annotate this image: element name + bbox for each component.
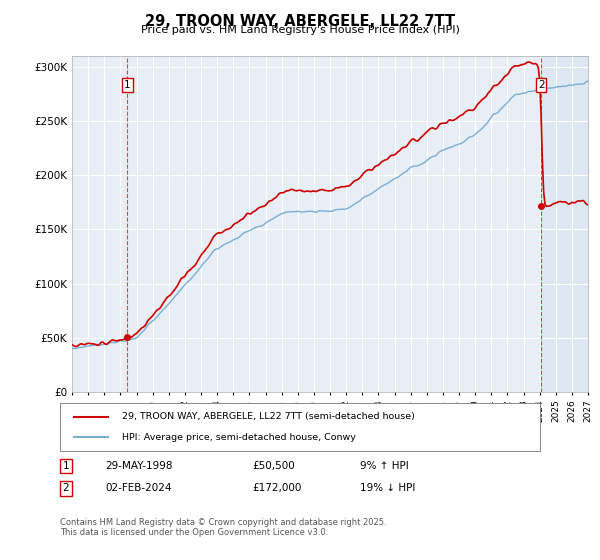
Text: 2: 2 [538, 80, 544, 90]
Text: 29, TROON WAY, ABERGELE, LL22 7TT (semi-detached house): 29, TROON WAY, ABERGELE, LL22 7TT (semi-… [122, 412, 415, 421]
Text: 9% ↑ HPI: 9% ↑ HPI [360, 461, 409, 471]
Text: 29, TROON WAY, ABERGELE, LL22 7TT: 29, TROON WAY, ABERGELE, LL22 7TT [145, 14, 455, 29]
Text: 2: 2 [62, 483, 70, 493]
Text: 19% ↓ HPI: 19% ↓ HPI [360, 483, 415, 493]
Text: £172,000: £172,000 [252, 483, 301, 493]
Text: HPI: Average price, semi-detached house, Conwy: HPI: Average price, semi-detached house,… [122, 433, 356, 442]
Text: 1: 1 [124, 80, 130, 90]
Text: £50,500: £50,500 [252, 461, 295, 471]
Text: 1: 1 [62, 461, 70, 471]
Text: 29-MAY-1998: 29-MAY-1998 [105, 461, 173, 471]
Text: 02-FEB-2024: 02-FEB-2024 [105, 483, 172, 493]
Text: Price paid vs. HM Land Registry's House Price Index (HPI): Price paid vs. HM Land Registry's House … [140, 25, 460, 35]
Text: Contains HM Land Registry data © Crown copyright and database right 2025.
This d: Contains HM Land Registry data © Crown c… [60, 518, 386, 538]
